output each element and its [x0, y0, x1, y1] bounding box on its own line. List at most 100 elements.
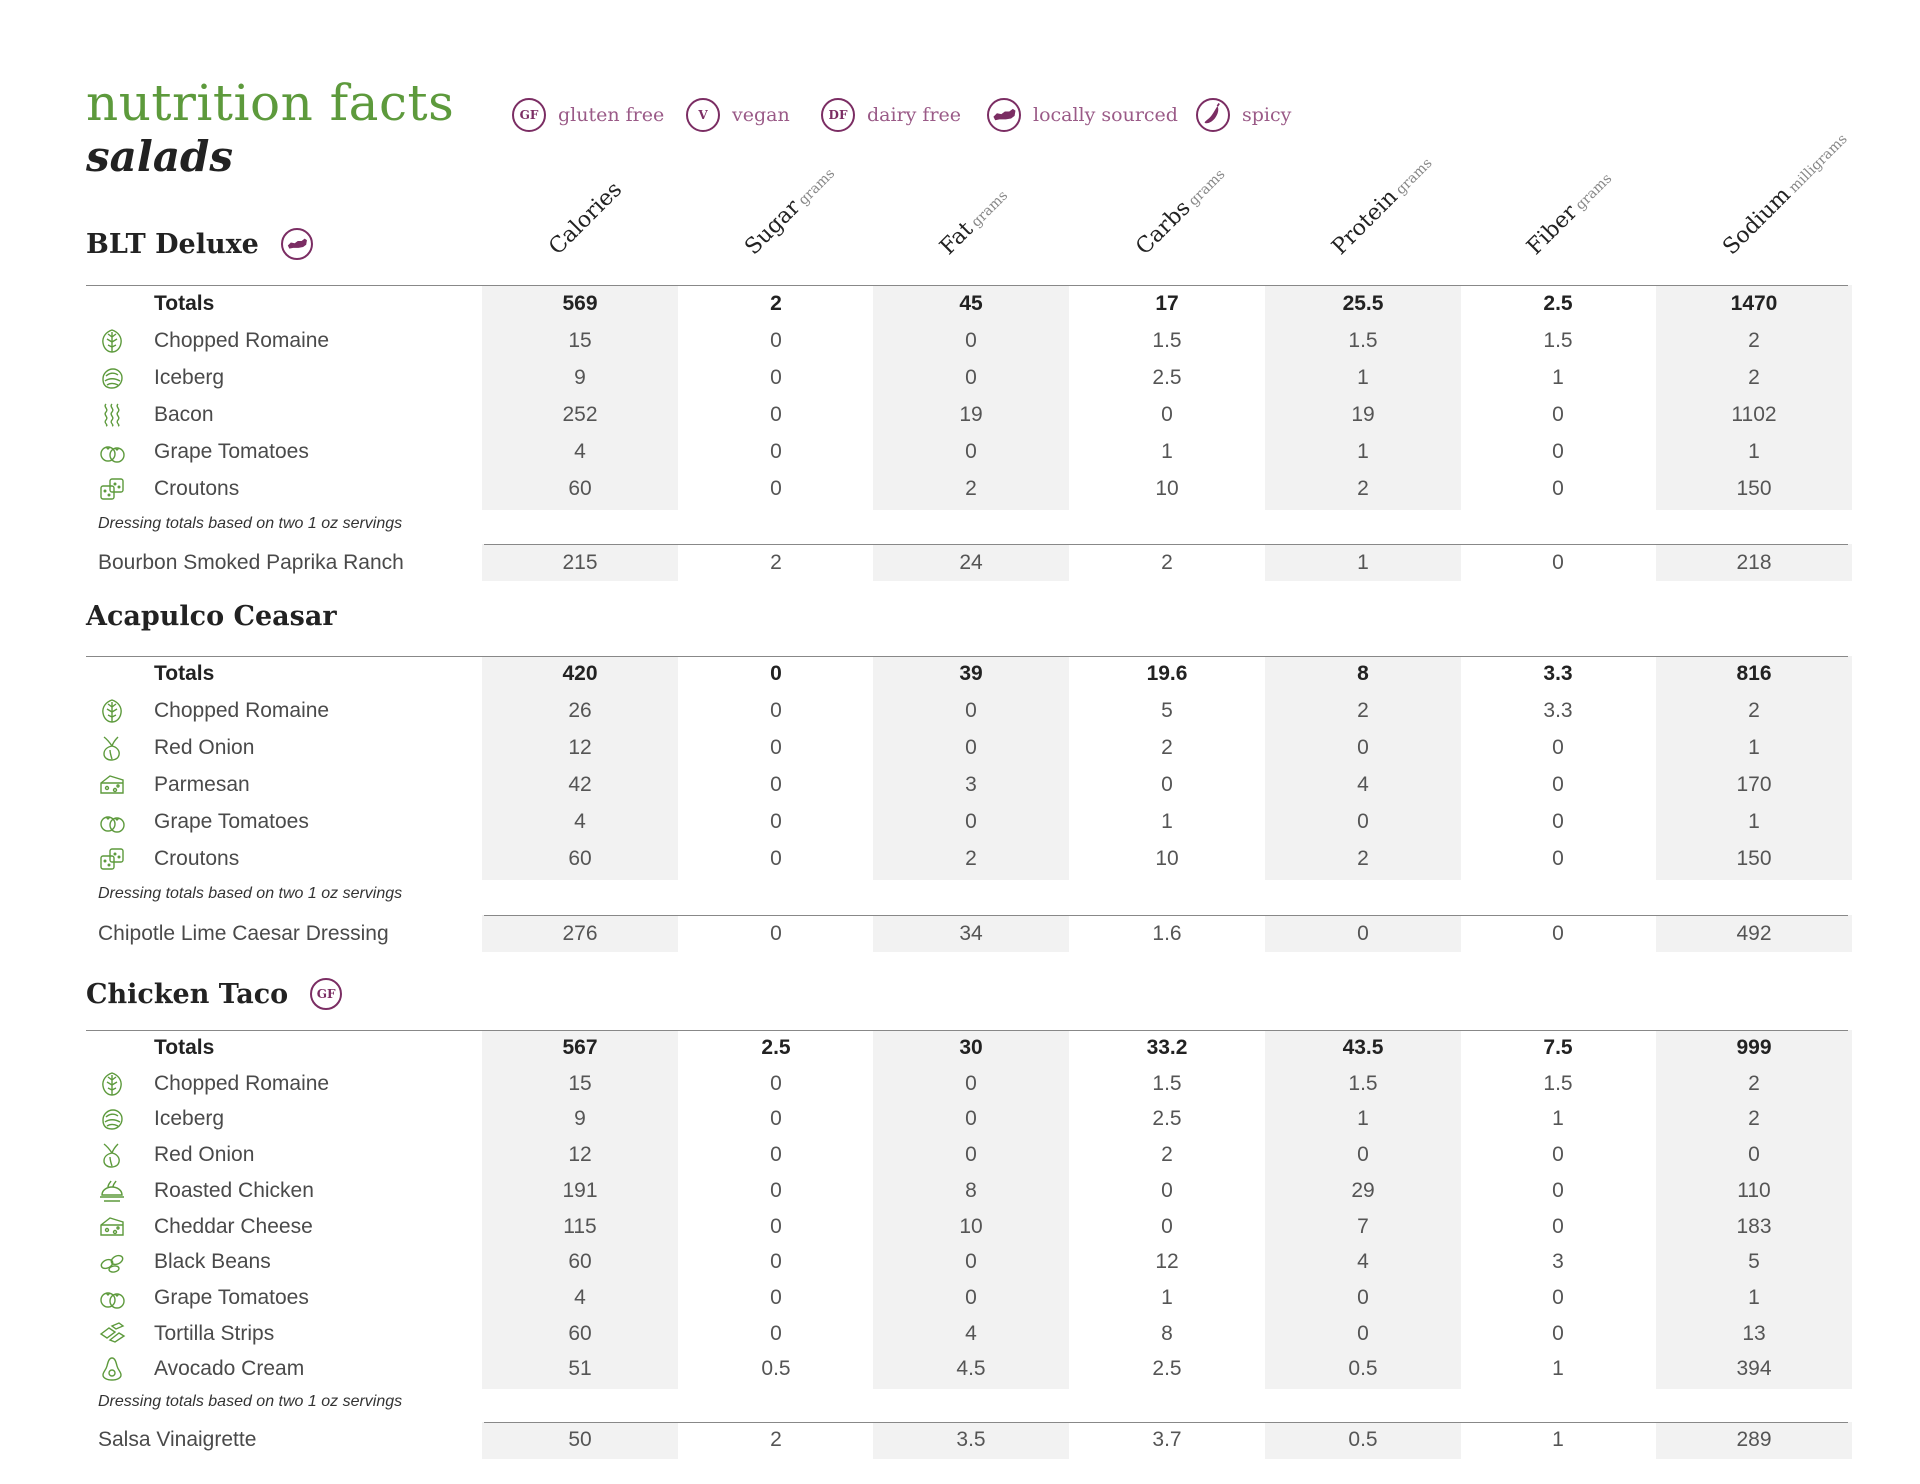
value-fat: 2	[965, 847, 977, 870]
ingredient-name: Croutons	[154, 847, 240, 870]
value-sodium: 2	[1748, 329, 1760, 352]
page-subtitle: salads	[86, 132, 234, 181]
ingredient-name: Totals	[154, 662, 215, 685]
column-shade	[873, 656, 1069, 880]
value-protein: 25.5	[1342, 292, 1384, 315]
value-carbs: 2.5	[1152, 366, 1182, 389]
value-calories: 42	[568, 773, 592, 796]
value-carbs: 12	[1155, 1250, 1179, 1274]
value-protein: 1.5	[1348, 1071, 1378, 1095]
table-row: Croutons 60 0 2 10 2 0 150	[86, 471, 1848, 507]
value-calories: 191	[562, 1178, 598, 1202]
value-carbs: 0	[1161, 403, 1173, 426]
dressing-divider	[484, 544, 1848, 545]
column-header-protein: Proteingrams	[1315, 155, 1455, 260]
section-name: Acapulco Ceasar	[86, 601, 337, 632]
dressing-note: Dressing totals based on two 1 oz servin…	[98, 885, 403, 902]
tomato-icon	[98, 438, 126, 466]
value-fat: 0	[965, 1285, 977, 1309]
chicken-icon	[98, 1177, 126, 1205]
section-name: BLT Deluxe	[86, 228, 259, 260]
value-fiber: 1.5	[1543, 1071, 1573, 1095]
value-sugar: 2	[770, 551, 782, 574]
avocado-icon	[98, 1355, 126, 1383]
value-calories: 4	[574, 810, 586, 833]
table-row: Grape Tomatoes 4 0 0 1 1 0 1	[86, 434, 1848, 470]
value-fat: 2	[965, 477, 977, 500]
value-carbs: 1.6	[1152, 922, 1182, 945]
value-protein: 0	[1357, 810, 1369, 833]
page-title: nutrition facts	[86, 74, 455, 132]
value-protein: 1	[1357, 551, 1369, 574]
value-fat: 39	[959, 662, 983, 685]
value-protein: 8	[1357, 662, 1369, 685]
value-sugar: 0	[770, 440, 782, 463]
value-fat: 0	[965, 440, 977, 463]
value-fat: 30	[959, 1036, 983, 1059]
value-calories: 9	[574, 366, 586, 389]
dressing-note: Dressing totals based on two 1 oz servin…	[98, 515, 403, 532]
crouton-icon	[98, 475, 126, 503]
value-sugar: 0	[770, 366, 782, 389]
value-fiber: 0	[1552, 1214, 1564, 1238]
legend-item: DF dairy free	[821, 95, 961, 135]
value-carbs: 2	[1161, 1143, 1173, 1167]
value-sodium: 1	[1748, 736, 1760, 759]
value-protein: 1.5	[1348, 329, 1378, 352]
value-sugar: 0	[770, 1071, 782, 1095]
vegan-icon: V	[686, 98, 720, 132]
value-fiber: 1	[1552, 1428, 1564, 1451]
value-fiber: 0	[1552, 551, 1564, 574]
value-sugar: 0	[770, 477, 782, 500]
column-shade	[482, 656, 678, 880]
value-fat: 0	[965, 366, 977, 389]
value-carbs: 1	[1161, 810, 1173, 833]
value-calories: 12	[568, 1143, 592, 1167]
value-carbs: 0	[1161, 1178, 1173, 1202]
value-protein: 4	[1357, 773, 1369, 796]
column-shade	[1656, 656, 1852, 880]
ingredient-name: Black Beans	[154, 1250, 271, 1274]
dressing-row: Bourbon Smoked Paprika Ranch 215 2 24 2 1 0 218	[86, 545, 1848, 581]
table-row: Cheddar Cheese 115 0 10 0 7 0 183	[86, 1209, 1848, 1245]
value-sugar: 0	[770, 810, 782, 833]
column-name: Calories	[544, 177, 628, 260]
legend-item: locally sourced	[987, 95, 1178, 135]
value-sugar: 0	[770, 773, 782, 796]
ingredient-name: Bacon	[154, 403, 214, 426]
value-sodium: 289	[1736, 1428, 1772, 1451]
crouton-icon	[98, 845, 126, 873]
value-carbs: 0	[1161, 773, 1173, 796]
value-calories: 252	[562, 403, 598, 426]
value-sodium: 2	[1748, 1071, 1760, 1095]
beans-icon	[98, 1248, 126, 1276]
value-protein: 4	[1357, 1250, 1369, 1274]
value-fat: 4	[965, 1321, 977, 1345]
table-row: Chopped Romaine 26 0 0 5 2 3.3 2	[86, 693, 1848, 729]
value-sodium: 2	[1748, 699, 1760, 722]
value-sugar: 2	[770, 292, 782, 315]
value-sugar: 0	[770, 329, 782, 352]
section-title: Chicken Taco GF	[86, 978, 343, 1010]
value-protein: 0.5	[1348, 1428, 1378, 1451]
value-sodium: 218	[1736, 551, 1772, 574]
value-sodium: 5	[1748, 1250, 1760, 1274]
section-title: BLT Deluxe	[86, 228, 313, 260]
column-name: Carbs	[1131, 195, 1196, 260]
column-unit: grams	[1572, 170, 1616, 214]
ingredient-name: Parmesan	[154, 773, 250, 796]
value-calories: 26	[568, 699, 592, 722]
value-fat: 3	[965, 773, 977, 796]
value-sodium: 183	[1736, 1214, 1772, 1238]
gluten-free-icon: GF	[310, 978, 343, 1010]
column-unit: grams	[1392, 155, 1436, 199]
column-unit: grams	[795, 165, 839, 209]
value-calories: 15	[568, 329, 592, 352]
value-sodium: 492	[1736, 922, 1772, 945]
value-sugar: 0	[770, 1285, 782, 1309]
section-divider	[86, 1030, 1848, 1031]
column-header-sodium: Sodiummilligrams	[1706, 131, 1850, 260]
lettuce-icon	[98, 327, 126, 355]
value-fat: 3.5	[956, 1428, 986, 1451]
value-sugar: 2	[770, 1428, 782, 1451]
